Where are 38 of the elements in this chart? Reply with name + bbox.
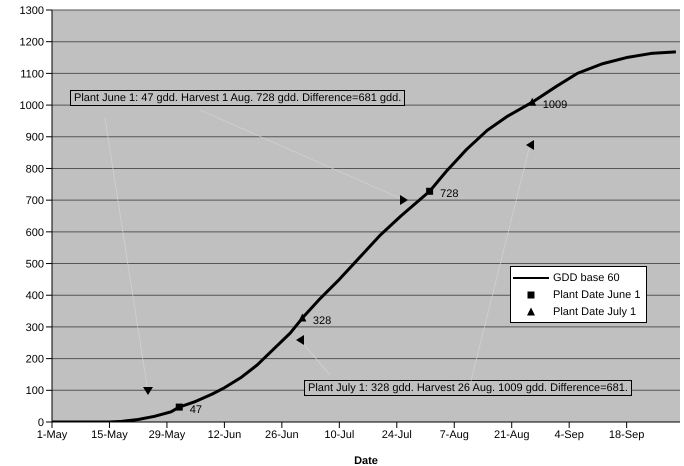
- data-label: 328: [312, 314, 332, 327]
- y-tick-label: 1200: [20, 36, 44, 49]
- x-tick-label: 10-Jul: [324, 428, 354, 441]
- x-tick-label: 29-May: [148, 428, 186, 441]
- x-tick-label: 12-Jun: [208, 428, 242, 441]
- point: [176, 404, 183, 411]
- y-tick-label: 400: [26, 290, 44, 302]
- x-tick-label: 24-Jul: [382, 428, 412, 441]
- x-tick-label: 21-Aug: [494, 428, 530, 441]
- y-tick-label: 800: [26, 163, 44, 176]
- y-tick-label: 900: [26, 132, 44, 144]
- y-tick-label: 700: [26, 195, 44, 208]
- y-tick-label: 300: [26, 322, 44, 334]
- y-tick-label: 1300: [20, 4, 44, 17]
- point: [528, 98, 536, 106]
- y-tick-label: 1000: [20, 100, 44, 112]
- x-tick-label: 7-Aug: [440, 428, 469, 441]
- annotation: Plant June 1: 47 gdd. Harvest 1 Aug. 728 gdd. Difference=681 gdd.: [70, 90, 406, 106]
- legend-label: Plant Date July 1: [553, 306, 636, 318]
- x-tick-label: 4-Sep: [554, 428, 584, 441]
- x-axis-title: Date: [354, 455, 378, 466]
- point: [426, 188, 434, 195]
- legend-label: GDD base 60: [553, 272, 620, 284]
- data-label: 47: [190, 404, 202, 416]
- x-tick-label: 18-Sep: [608, 428, 644, 441]
- data-label: 728: [440, 188, 458, 200]
- legend-label: Plant Date June 1: [553, 288, 640, 300]
- y-tick-label: 500: [26, 258, 44, 270]
- y-tick-label: 200: [26, 354, 44, 366]
- y-tick-label: 600: [26, 226, 44, 239]
- x-tick-label: 1-May: [36, 428, 68, 441]
- x-tick-label: 15-May: [91, 428, 128, 441]
- y-tick-label: 100: [26, 385, 44, 398]
- point: [298, 314, 306, 322]
- y-tick-label: 0: [38, 416, 44, 429]
- y-tick-label: 1100: [20, 68, 44, 80]
- annotation: Plant July 1: 328 gdd. Harvest 26 Aug. 1009 gdd. Difference=681.: [304, 380, 632, 396]
- x-tick-label: 26-Jun: [265, 428, 299, 441]
